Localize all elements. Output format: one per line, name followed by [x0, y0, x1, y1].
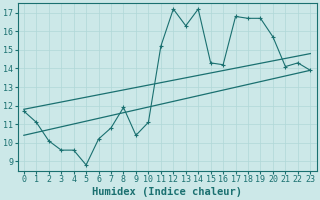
X-axis label: Humidex (Indice chaleur): Humidex (Indice chaleur) — [92, 186, 242, 197]
